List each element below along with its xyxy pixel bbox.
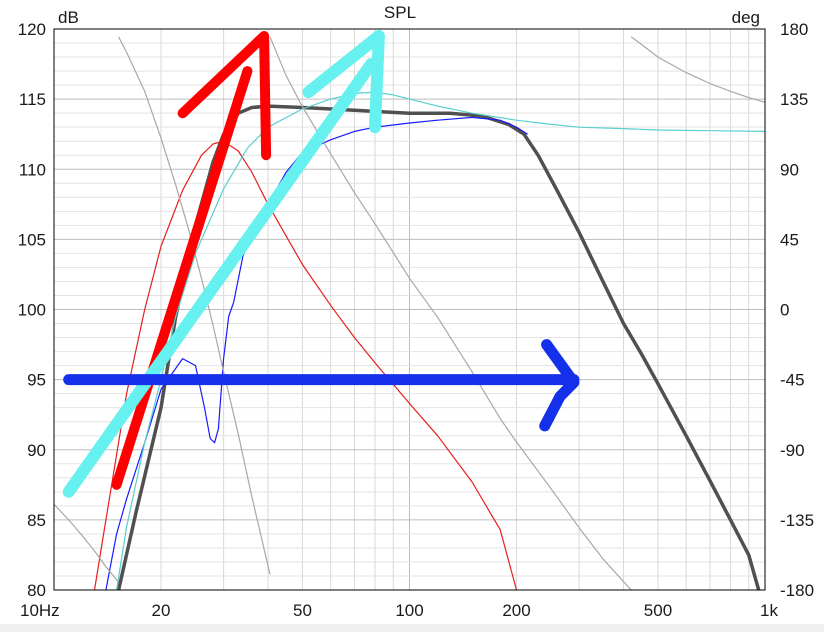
y-tick-label: 100 [18,301,46,320]
x-tick-label: 1k [760,601,778,620]
annotation-stroke-1 [111,66,253,490]
annotation-stroke-2 [177,31,272,161]
x-tick-label: 200 [502,601,530,620]
y2-tick-label: 0 [780,301,789,320]
annotation-stroke-6 [539,339,580,432]
series-line-4 [116,91,765,590]
series-line-8 [630,36,765,103]
annotation-stroke-4 [302,30,385,134]
y2-tick-label: 135 [780,90,808,109]
y2-tick-label: -45 [780,371,805,390]
y-tick-label: 115 [19,90,46,109]
x-tick-label: 100 [395,601,423,620]
x-tick-label: 20 [152,601,171,620]
y-tick-label: 95 [27,371,46,390]
y-tick-label: 120 [18,20,46,39]
y2-tick-label: -180 [780,581,814,600]
annotations [62,30,580,498]
series-line-2 [93,140,518,590]
series-line-5 [54,503,120,583]
y2-axis-label: deg [732,8,760,27]
y-tick-label: 80 [27,581,46,600]
y-tick-label: 90 [27,441,46,460]
tick-labels: 80 85 90 95 100 105 110 115 120 -180 -135 -90 -45 0 45… [18,20,814,620]
x-tick-label: 500 [644,601,672,620]
y2-tick-label: -90 [780,441,805,460]
y2-tick-label: 180 [780,20,808,39]
y-tick-label: 105 [18,230,46,249]
series-line-3 [105,116,529,590]
x-tick-label: 10Hz [20,601,60,620]
bottom-strip [0,624,824,632]
series-line-6 [118,36,271,575]
y2-tick-label: -135 [780,511,814,530]
y-axis-label: dB [58,8,79,27]
y2-tick-label: 45 [780,230,799,249]
chart-title: SPL [384,3,416,22]
grid [54,29,765,590]
y2-tick-label: 90 [780,160,799,179]
series-line-7 [269,36,632,590]
plot-frame [53,28,766,591]
x-tick-label: 50 [293,601,312,620]
y-tick-label: 110 [19,160,46,179]
annotation-stroke-3 [62,58,378,498]
y-tick-label: 85 [27,511,46,530]
